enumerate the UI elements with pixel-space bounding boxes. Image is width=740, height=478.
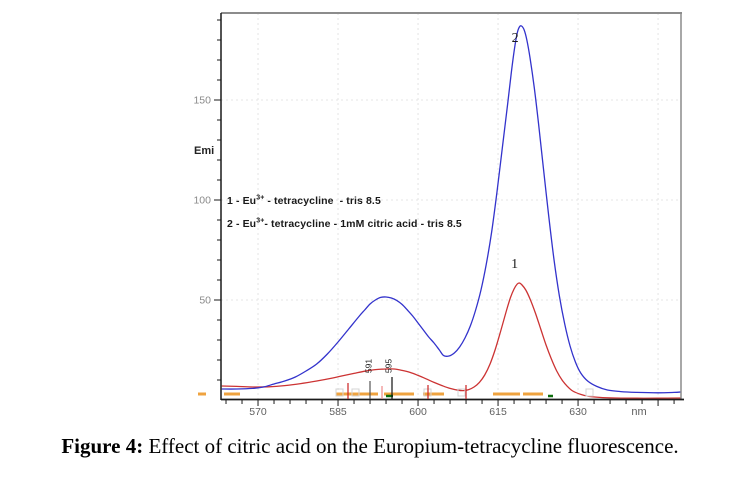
figure-caption-label: Figure 4: (61, 434, 144, 458)
square-marker (457, 388, 466, 397)
spectrum-chart: 1 2 570 585 600 615 630 nm 50 100 150 Emi 591 595 (193, 12, 684, 418)
legend-text: - tetracycline - 1mM citric acid - tris … (264, 218, 462, 230)
x-tick-label: 585 (329, 406, 347, 418)
legend-superscript: 3+ (256, 194, 265, 202)
y-tick-label: 50 (199, 295, 211, 307)
figure-caption-text: Effect of citric acid on the Europium-te… (143, 434, 679, 458)
legend: 1 - Eu3+ - tetracycline - tris 8.5 2 - E… (227, 194, 462, 240)
legend-superscript: 3+ (256, 217, 265, 225)
legend-item-curve2: 2 - Eu3+- tetracycline - 1mM citric acid… (227, 217, 462, 240)
x-axis-unit-label: nm (631, 406, 646, 418)
legend-text: - tetracycline - tris 8.5 (264, 195, 381, 207)
y-tick-label: 100 (193, 195, 211, 207)
peak-wavelength-label: 595 (383, 359, 393, 373)
x-tick-label: 615 (489, 406, 507, 418)
y-axis-title: Emi (194, 145, 214, 157)
x-tick-label: 570 (249, 406, 267, 418)
peak-wavelength-label: 591 (364, 359, 374, 373)
x-tick-label: 630 (569, 406, 587, 418)
spectrum-curve-2 (221, 25, 682, 394)
square-marker (351, 388, 360, 397)
x-tick-label: 600 (409, 406, 427, 418)
legend-item-curve1: 1 - Eu3+ - tetracycline - tris 8.5 (227, 194, 462, 217)
curve-number-label-1: 1 (511, 257, 518, 272)
figure-caption: Figure 4: Effect of citric acid on the E… (0, 434, 740, 459)
y-tick-label: 150 (193, 95, 211, 107)
square-marker (335, 388, 344, 397)
square-marker (585, 388, 594, 397)
spectrum-curve-1 (221, 282, 682, 399)
curve-number-label-2: 2 (512, 31, 519, 46)
legend-text: 1 - Eu (227, 195, 257, 207)
legend-text: 2 - Eu (227, 218, 257, 230)
